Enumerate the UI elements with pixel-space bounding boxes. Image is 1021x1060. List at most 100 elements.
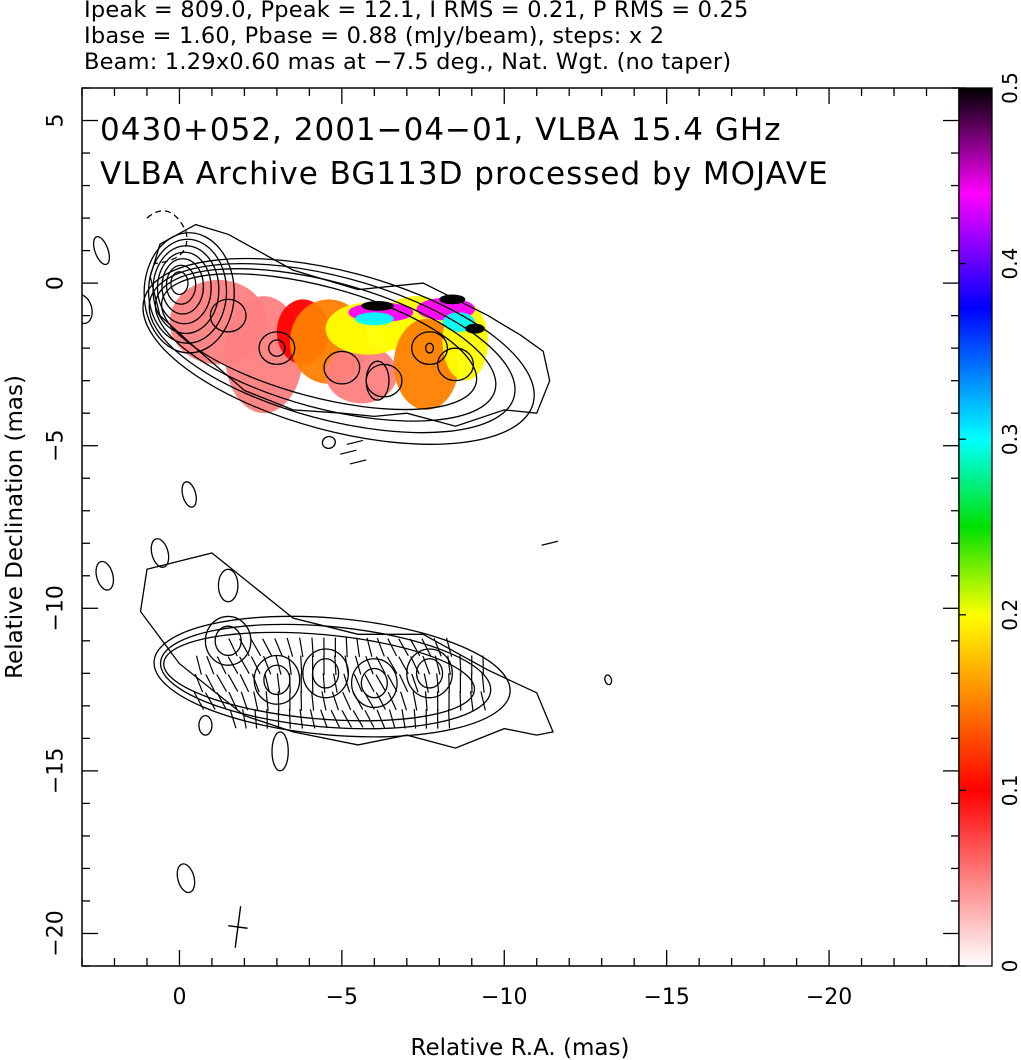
polarization-vector [398, 656, 409, 674]
archive-annotation: VLBA Archive BG113D processed by MOJAVE [100, 156, 829, 192]
lower-outer-envelope [139, 552, 554, 749]
core-contour [156, 251, 212, 325]
polarization-vector [412, 691, 418, 711]
knot-contour [365, 360, 390, 401]
polarization-vector [410, 656, 420, 675]
polarization-vector [411, 673, 419, 693]
knot-contour [209, 298, 247, 333]
polarization-vector [253, 691, 259, 711]
lower-jet-contour [163, 631, 476, 722]
isolated-contour [92, 236, 111, 266]
knot-contour [258, 331, 296, 366]
polarization-vector [422, 655, 431, 675]
polarization-vectors [193, 439, 558, 729]
polarization-vector [322, 673, 326, 693]
polarization-vector [321, 691, 327, 711]
polarization-vector [311, 691, 315, 711]
colorbar-tick-label: 0 [998, 960, 1021, 973]
polarization-vector [365, 655, 374, 675]
polarization-vector [250, 638, 262, 657]
polarization-vector [445, 637, 453, 657]
polarization-vector [343, 673, 351, 693]
polarization-vector [228, 691, 238, 711]
y-tick-label: 5 [44, 114, 69, 128]
negative-contour [146, 210, 188, 265]
polarization-vector [206, 655, 215, 675]
polarization-vector [250, 656, 261, 675]
y-tick-label: −15 [44, 748, 69, 794]
polarization-vector [376, 709, 386, 729]
x-tick-label: −20 [806, 985, 852, 1010]
polarization-vector [300, 655, 303, 675]
polarization-vector [376, 638, 385, 657]
lower-knot-contour [406, 648, 453, 699]
polarization-vector [398, 638, 409, 657]
polarization-vector [227, 674, 239, 692]
polarization-vector [413, 709, 417, 729]
polarization-vector [352, 710, 364, 728]
polarization-vector [216, 674, 228, 692]
y-tick-label: −20 [44, 910, 69, 956]
polarization-vector [459, 691, 462, 711]
polarization-vector [448, 673, 450, 693]
polarization-vector [480, 691, 486, 711]
isolated-contour [176, 863, 196, 894]
polarization-vector [240, 691, 249, 711]
lower-knot-contour [263, 664, 291, 696]
x-tick-label: −15 [643, 985, 689, 1010]
polarization-vector [447, 709, 451, 729]
source-annotation: 0430+052, 2001−04−01, VLBA 15.4 GHz [100, 112, 781, 148]
polarization-vector [364, 692, 375, 710]
polarization-vector [251, 673, 260, 693]
x-tick-label: −10 [481, 985, 527, 1010]
colorbar-tick-label: 0.2 [998, 599, 1021, 631]
colorbar-tick-label: 0.5 [998, 72, 1021, 104]
lower-knot-contour [360, 667, 388, 699]
polarization-vector [349, 459, 367, 465]
polarization-vector [299, 709, 304, 729]
isolated-contour [198, 714, 213, 736]
jet-contour [142, 257, 535, 445]
polarization-vector [423, 673, 429, 693]
polarization-vector [242, 709, 247, 729]
lower-knot-contour [214, 625, 242, 657]
polarization-vector [299, 637, 304, 658]
jet-contour [148, 262, 516, 434]
polarization-vector [264, 673, 270, 693]
lower-knot-contour [253, 654, 301, 705]
polarization-vector [276, 673, 281, 693]
lower-knot-contour [350, 658, 398, 709]
polarization-vector [345, 637, 348, 658]
isolated-contour [150, 538, 170, 568]
intensity-contours [82, 210, 613, 894]
polarization-vector [470, 691, 474, 711]
x-tick-label: −5 [326, 985, 358, 1010]
polarization-vector [331, 691, 340, 711]
polarization-vector [216, 656, 227, 675]
polarization-vector [274, 638, 283, 657]
polarization-vector [239, 656, 250, 674]
isolated-contour [181, 481, 197, 508]
polarization-vector [354, 655, 362, 675]
polarization-vector [387, 691, 397, 711]
polarization-vector [286, 637, 294, 657]
lower-jet-contour [159, 623, 492, 730]
polarization-vector [330, 709, 341, 728]
polarization-vector [340, 449, 357, 455]
knot-contour [437, 347, 475, 382]
polarization-peak-region [465, 323, 485, 334]
polarization-vector [364, 709, 375, 728]
colorbar-tick-label: 0.4 [998, 248, 1021, 280]
polarization-vector [277, 691, 280, 711]
polarization-vector [288, 709, 291, 729]
knot-contour [268, 339, 286, 357]
beam-symbol [228, 906, 248, 948]
header-line-1: Ipeak = 809.0, Ppeak = 12.1, I RMS = 0.2… [84, 0, 749, 23]
polarization-vector [366, 637, 373, 657]
isolated-contour [604, 674, 613, 686]
polarization-vector [333, 673, 338, 693]
y-tick-label: −5 [44, 429, 69, 461]
polarization-vector [275, 655, 282, 675]
polarization-vector [375, 692, 386, 710]
